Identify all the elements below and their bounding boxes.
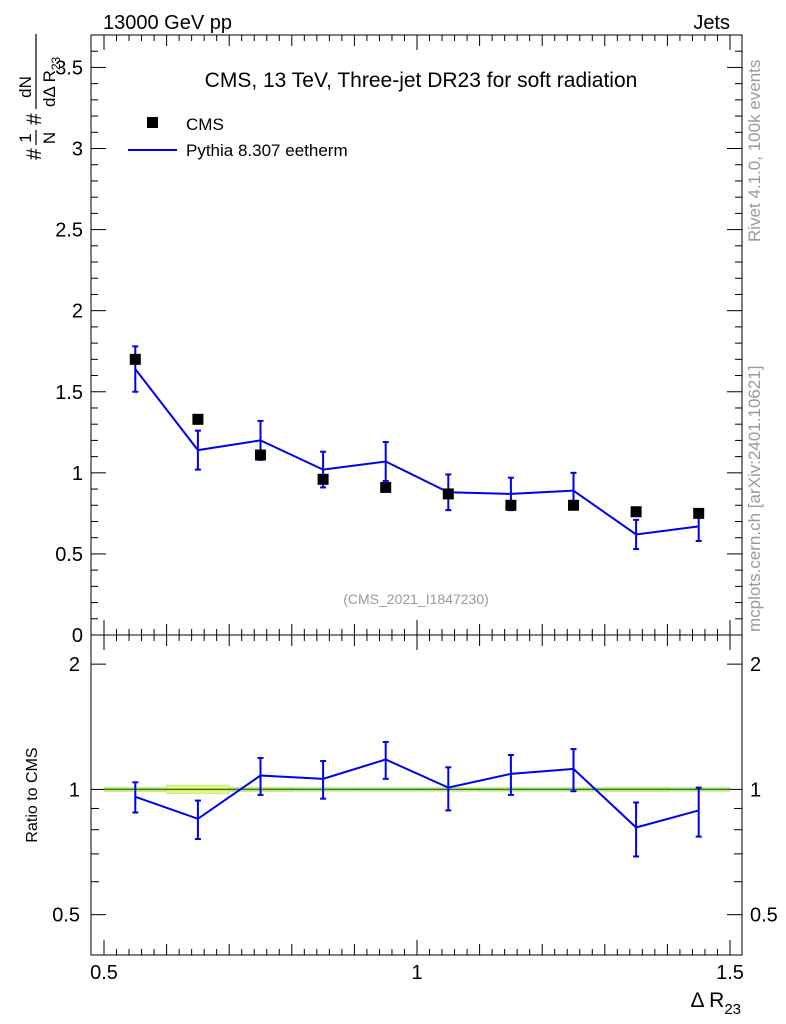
legend-data-label: CMS (186, 115, 224, 134)
data-point (255, 449, 266, 461)
data-point (568, 499, 579, 511)
ratio-tick-label-right: 0.5 (750, 905, 778, 927)
ylabel-mid: # (23, 113, 46, 125)
mcplots-label: mcplots.cern.ch [arXiv:2401.10621] (745, 365, 764, 632)
ratio-line (134, 758, 699, 829)
axis-ticks: 0.5 1 1.5 0 0.5 1 1.5 2 2.5 3 3.5 0.5 0.5 1 1 2 2 (52, 34, 778, 984)
y-tick-label: 2 (72, 301, 83, 323)
chart-title: CMS, 13 TeV, Three-jet DR23 for soft rad… (205, 69, 638, 92)
rivet-label: Rivet 4.1.0, 100k events (745, 59, 764, 242)
x-axis-label: Δ R23 (690, 989, 741, 1018)
data-point (693, 507, 705, 519)
x-tick-label: 1 (411, 962, 422, 984)
y-tick-label: 1.5 (55, 382, 83, 404)
data-point (630, 506, 642, 518)
legend-mc-label: Pythia 8.307 eetherm (186, 141, 348, 160)
y-tick-label: 3 (72, 139, 83, 161)
analysis-watermark: (CMS_2021_I1847230) (343, 591, 489, 607)
ylabel-frac2-den-main: dΔ R (40, 70, 59, 107)
legend-data-marker (147, 117, 158, 128)
y-tick-label: 2.5 (55, 220, 83, 242)
ylabel-frac1-num: 1 (16, 133, 35, 142)
y-tick-label: 1 (72, 463, 83, 485)
x-tick-label: 1.5 (716, 962, 744, 984)
ylabel-frac2-den: dΔ R23 (40, 56, 63, 107)
y-tick-label: 3.5 (55, 57, 83, 79)
ylabel-frac2-num: dN (16, 76, 35, 98)
data-series (129, 353, 705, 519)
ratio-tick-label-right: 2 (750, 654, 761, 676)
data-point (442, 488, 454, 500)
mc-series (132, 345, 702, 551)
ratio-series (132, 740, 702, 858)
ratio-tick-label-right: 1 (750, 779, 761, 801)
data-point (380, 481, 392, 493)
ratio-tick-label-left: 2 (69, 654, 80, 676)
header-right: Jets (693, 12, 730, 34)
x-tick-label: 0.5 (90, 962, 118, 984)
ylabel-frac2-den-sub: 23 (49, 56, 63, 70)
y-axis-label: # 1 N # dN dΔ R23 (16, 34, 63, 160)
data-point (129, 353, 141, 365)
header-left: 13000 GeV pp (103, 12, 232, 34)
data-point (192, 413, 204, 425)
x-axis-label-sub: 23 (724, 1001, 741, 1018)
y-tick-label: 0 (72, 625, 83, 647)
ylabel-frac1-den: N (40, 132, 59, 144)
x-axis-label-main: Δ R (690, 989, 724, 1012)
ratio-tick-label-left: 0.5 (52, 905, 80, 927)
data-point (317, 473, 329, 485)
ylabel-prefix: # (23, 148, 46, 160)
ratio-y-axis-label: Ratio to CMS (24, 747, 41, 842)
mc-line (134, 368, 699, 536)
ratio-plot-frame (90, 634, 743, 956)
ratio-tick-label-left: 1 (69, 779, 80, 801)
data-point (505, 499, 517, 511)
y-tick-label: 0.5 (55, 544, 83, 566)
